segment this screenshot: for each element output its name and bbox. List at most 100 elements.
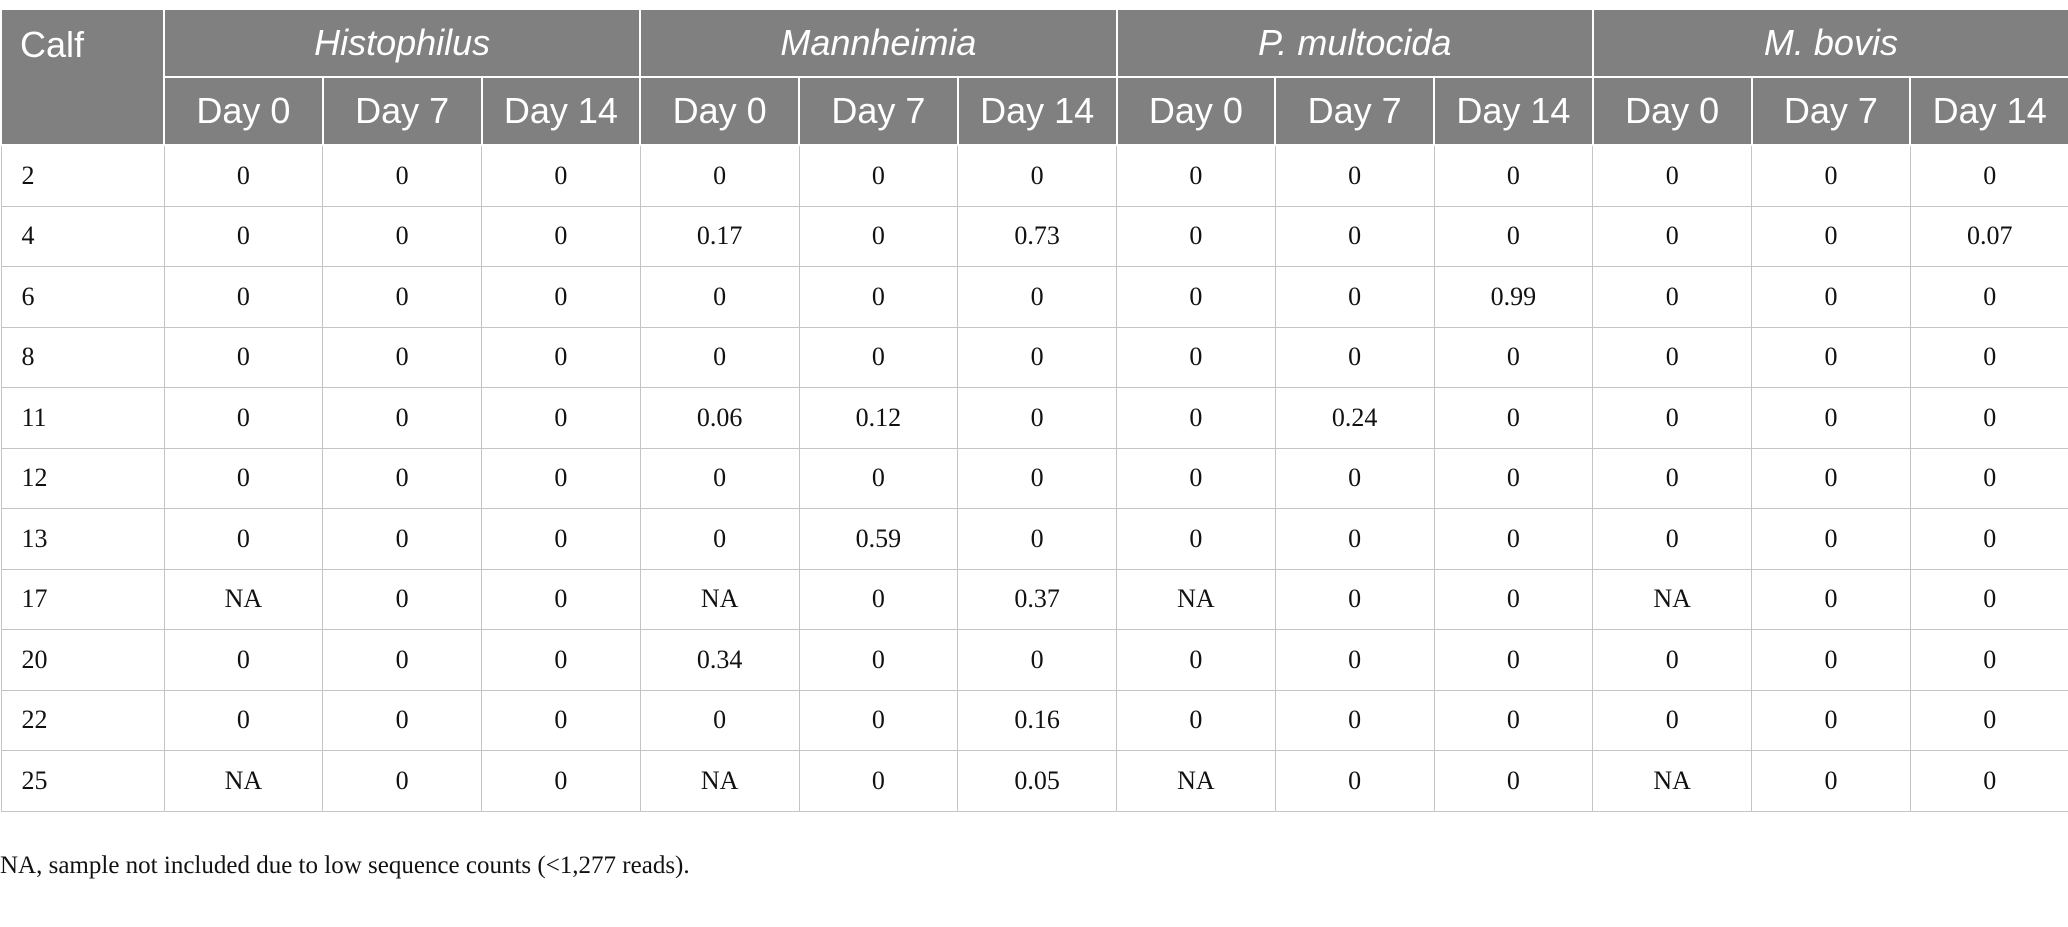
day-header: Day 0 — [639, 76, 801, 146]
value-cell: NA — [1116, 750, 1276, 812]
value-cell: 0 — [322, 447, 482, 509]
value-cell: 0 — [1751, 205, 1911, 267]
value-cell: 0 — [322, 629, 482, 691]
calf-id-cell: 4 — [0, 205, 165, 267]
value-cell: 0 — [957, 326, 1118, 388]
value-cell: 0 — [1751, 568, 1911, 630]
value-cell: 0.59 — [798, 508, 959, 570]
value-cell: 0 — [1592, 508, 1753, 570]
table-row: 11 0 0 0 0.06 0.12 0 0 0.24 0 0 0 0 — [0, 387, 2068, 449]
value-cell: 0 — [957, 266, 1118, 328]
value-cell: 0 — [1909, 387, 2068, 449]
calf-id-cell: 20 — [0, 629, 165, 691]
value-cell: 0 — [639, 266, 800, 328]
value-cell: 0.73 — [957, 205, 1118, 267]
value-cell: 0 — [163, 508, 324, 570]
value-cell: 0 — [1909, 629, 2068, 691]
value-cell: 0 — [1751, 508, 1911, 570]
value-cell: 0 — [957, 629, 1118, 691]
group-header-p-multocida: P. multocida — [1115, 8, 1594, 78]
value-cell: 0 — [1751, 266, 1911, 328]
value-cell: 0 — [481, 326, 641, 388]
calf-id-cell: 2 — [0, 144, 165, 207]
value-cell: 0 — [1909, 447, 2068, 509]
value-cell: 0 — [957, 447, 1118, 509]
day-header: Day 7 — [1750, 76, 1912, 146]
table-wrapper: Calf Histophilus Mannheimia P. multocida… — [0, 8, 2068, 812]
value-cell: 0 — [798, 629, 959, 691]
value-cell: 0 — [163, 144, 324, 207]
value-cell: 0 — [1274, 689, 1435, 751]
value-cell: 0 — [957, 144, 1118, 207]
table-row: 6 0 0 0 0 0 0 0 0 0.99 0 0 0 — [0, 266, 2068, 328]
value-cell: 0 — [1909, 266, 2068, 328]
value-cell: NA — [639, 750, 800, 812]
value-cell: 0 — [1116, 387, 1276, 449]
value-cell: 0 — [1116, 326, 1276, 388]
value-cell: 0 — [1274, 266, 1435, 328]
value-cell: 0 — [1433, 689, 1594, 751]
value-cell: 0 — [798, 447, 959, 509]
value-cell: 0 — [481, 689, 641, 751]
value-cell: NA — [639, 568, 800, 630]
day-header: Day 7 — [798, 76, 959, 146]
value-cell: 0 — [1274, 205, 1435, 267]
day-header: Day 0 — [1115, 76, 1277, 146]
value-cell: 0 — [1433, 387, 1594, 449]
value-cell: 0 — [163, 689, 324, 751]
day-header: Day 0 — [1591, 76, 1753, 146]
value-cell: 0 — [481, 387, 641, 449]
value-cell: 0 — [1274, 508, 1435, 570]
calf-column-header: Calf — [0, 8, 165, 146]
value-cell: 0 — [1592, 144, 1753, 207]
value-cell: 0 — [1433, 205, 1594, 267]
value-cell: 0 — [1592, 629, 1753, 691]
value-cell: 0 — [639, 447, 800, 509]
value-cell: 0.34 — [639, 629, 800, 691]
value-cell: 0.24 — [1274, 387, 1435, 449]
value-cell: 0.05 — [957, 750, 1118, 812]
value-cell: 0 — [1751, 447, 1911, 509]
value-cell: 0 — [1274, 750, 1435, 812]
value-cell: 0 — [1433, 629, 1594, 691]
value-cell: 0 — [1433, 447, 1594, 509]
value-cell: 0.07 — [1909, 205, 2068, 267]
value-cell: 0 — [481, 205, 641, 267]
value-cell: 0 — [322, 205, 482, 267]
value-cell: 0 — [1116, 508, 1276, 570]
group-header-histophilus: Histophilus — [162, 8, 642, 78]
calf-id-cell: 13 — [0, 508, 165, 570]
value-cell: 0 — [481, 629, 641, 691]
value-cell: 0 — [322, 689, 482, 751]
value-cell: 0 — [1274, 629, 1435, 691]
value-cell: 0 — [798, 750, 959, 812]
value-cell: 0.06 — [639, 387, 800, 449]
value-cell: 0 — [1116, 447, 1276, 509]
value-cell: 0 — [1751, 750, 1911, 812]
value-cell: 0 — [322, 750, 482, 812]
calf-id-cell: 22 — [0, 689, 165, 751]
table-body: 2 0 0 0 0 0 0 0 0 0 0 0 0 4 0 0 0 0.17 0 0.73 0 0 0 0 0 0.07 6 0 0 0 0… — [0, 144, 2068, 812]
day-header: Day 0 — [163, 76, 324, 146]
day-header: Day 14 — [480, 76, 642, 146]
value-cell: 0 — [1274, 326, 1435, 388]
value-cell: 0 — [1433, 750, 1594, 812]
value-cell: 0 — [798, 689, 959, 751]
calf-id-cell: 12 — [0, 447, 165, 509]
calf-id-cell: 11 — [0, 387, 165, 449]
value-cell: 0 — [322, 144, 482, 207]
table-row: 13 0 0 0 0 0.59 0 0 0 0 0 0 0 — [0, 508, 2068, 570]
value-cell: 0 — [481, 750, 641, 812]
calf-id-cell: 6 — [0, 266, 165, 328]
value-cell: 0 — [1433, 144, 1594, 207]
value-cell: 0 — [1751, 387, 1911, 449]
value-cell: 0.12 — [798, 387, 959, 449]
value-cell: 0 — [322, 568, 482, 630]
day-header: Day 14 — [1909, 76, 2068, 146]
day-header: Day 14 — [956, 76, 1118, 146]
group-header-m-bovis: M. bovis — [1591, 8, 2068, 78]
value-cell: 0 — [1433, 326, 1594, 388]
value-cell: 0 — [798, 568, 959, 630]
value-cell: 0 — [1751, 629, 1911, 691]
